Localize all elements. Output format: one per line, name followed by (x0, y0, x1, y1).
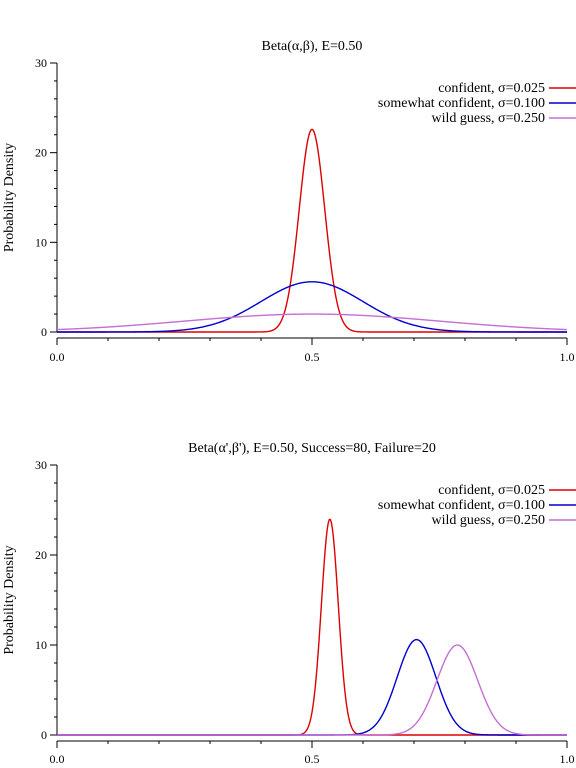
legend-label: confident, σ=0.025 (438, 483, 545, 498)
y-axis-label: Probability Density (2, 545, 17, 654)
series-line-somewhat-confident (57, 638, 567, 736)
legend-label: somewhat confident, σ=0.100 (378, 96, 545, 111)
chart-panel-2: Beta(α',β'), E=0.50, Success=80, Failure… (2, 441, 576, 766)
series-line-wild-guess (56, 313, 568, 331)
x-tick-label: 0.5 (305, 752, 320, 766)
series-line-confident (57, 128, 567, 333)
x-tick-label: 0.0 (50, 350, 65, 364)
series-line-somewhat-confident (57, 281, 567, 333)
y-tick-label: 20 (35, 146, 47, 160)
x-tick-label: 1.0 (560, 350, 575, 364)
legend-label: wild guess, σ=0.250 (432, 513, 545, 528)
series-line-wild-guess (57, 644, 567, 736)
y-tick-label: 0 (41, 325, 47, 339)
chart-title: Beta(α',β'), E=0.50, Success=80, Failure… (188, 441, 436, 456)
y-tick-label: 30 (35, 56, 47, 70)
y-tick-label: 0 (41, 728, 47, 742)
legend-label: confident, σ=0.025 (438, 81, 545, 96)
series-line-confident (57, 518, 567, 736)
y-tick-label: 10 (35, 638, 47, 652)
y-tick-label: 10 (35, 235, 47, 249)
x-tick-label: 1.0 (560, 752, 575, 766)
legend-label: wild guess, σ=0.250 (432, 111, 545, 126)
chart-panel-1: Beta(α,β), E=0.50 Probability Density 0 10 2… (2, 39, 576, 364)
y-tick-label: 20 (35, 548, 47, 562)
chart-title: Beta(α,β), E=0.50 (262, 39, 363, 54)
x-tick-label: 0.0 (50, 752, 65, 766)
legend-label: somewhat confident, σ=0.100 (378, 498, 545, 513)
y-axis-label: Probability Density (2, 143, 17, 252)
x-tick-label: 0.5 (305, 350, 320, 364)
y-tick-label: 30 (35, 458, 47, 472)
